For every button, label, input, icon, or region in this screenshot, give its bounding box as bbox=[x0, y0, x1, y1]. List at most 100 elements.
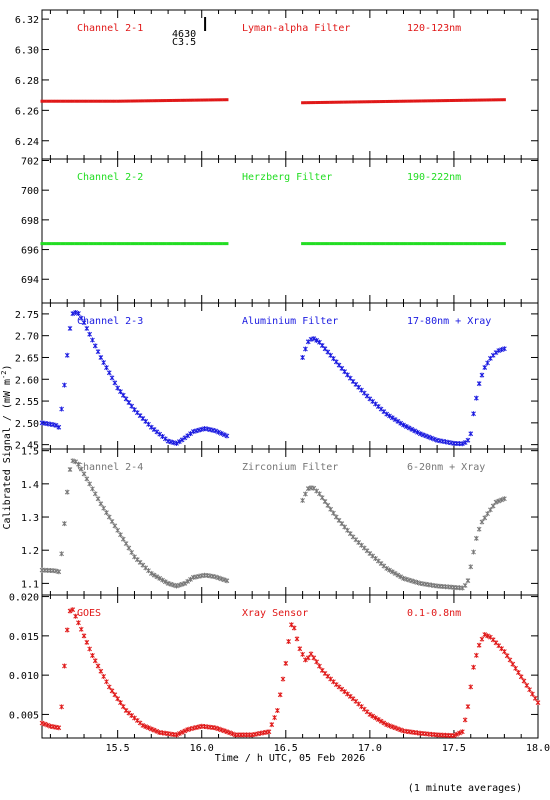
x-axis-title: Time / h UTC, 05 Feb 2026 bbox=[215, 753, 366, 764]
data-point bbox=[115, 385, 121, 391]
data-point bbox=[462, 717, 468, 723]
data-point bbox=[384, 411, 390, 417]
data-point bbox=[163, 242, 167, 246]
data-point bbox=[92, 491, 98, 497]
data-point bbox=[329, 242, 333, 246]
data-point bbox=[392, 417, 398, 423]
flare-marker: 4630 C3.5 bbox=[172, 17, 207, 48]
x-tick-label: 15.5 bbox=[106, 743, 130, 754]
data-point bbox=[149, 242, 153, 246]
data-point bbox=[92, 658, 98, 664]
data-point bbox=[93, 242, 97, 246]
data-point bbox=[483, 242, 487, 246]
data-point bbox=[216, 429, 221, 435]
data-point bbox=[169, 98, 173, 102]
data-point bbox=[146, 242, 150, 246]
data-point bbox=[451, 733, 457, 739]
data-point bbox=[216, 726, 221, 732]
data-point bbox=[110, 99, 114, 103]
data-point bbox=[477, 98, 481, 102]
data-point bbox=[315, 242, 319, 246]
data-point bbox=[463, 98, 467, 102]
data-point bbox=[300, 497, 305, 503]
data-point bbox=[130, 242, 134, 246]
data-point bbox=[438, 242, 442, 246]
data-point bbox=[151, 572, 157, 578]
data-point bbox=[266, 729, 272, 735]
panel-channel-label: GOES bbox=[77, 608, 101, 619]
data-point bbox=[482, 364, 488, 370]
data-point bbox=[84, 639, 90, 645]
data-point bbox=[416, 99, 420, 103]
data-point bbox=[403, 423, 409, 429]
data-point bbox=[95, 496, 101, 502]
data-point bbox=[93, 99, 97, 103]
data-point bbox=[200, 242, 204, 246]
data-point bbox=[200, 98, 204, 102]
data-point bbox=[62, 521, 67, 527]
data-point bbox=[130, 99, 134, 103]
data-point bbox=[166, 242, 170, 246]
data-point bbox=[401, 99, 405, 103]
y-tick-label: 0.005 bbox=[9, 710, 39, 721]
data-point bbox=[197, 242, 201, 246]
data-point bbox=[345, 100, 349, 104]
data-point bbox=[297, 646, 303, 652]
y-axis-title-end: ) bbox=[2, 365, 13, 371]
data-point bbox=[185, 578, 191, 584]
data-point bbox=[306, 242, 310, 246]
data-point bbox=[413, 242, 417, 246]
y-tick-label: 1.4 bbox=[21, 480, 39, 491]
y-tick-label: 0.020 bbox=[9, 593, 39, 604]
data-point bbox=[376, 242, 380, 246]
data-point bbox=[328, 506, 333, 512]
data-point bbox=[186, 242, 190, 246]
data-point bbox=[101, 360, 107, 366]
data-point bbox=[172, 98, 176, 102]
data-point bbox=[221, 577, 227, 583]
y-tick-label: 1.2 bbox=[21, 546, 39, 557]
data-point bbox=[497, 242, 501, 246]
data-point bbox=[152, 99, 156, 103]
data-point bbox=[179, 437, 185, 443]
data-point bbox=[104, 242, 108, 246]
y-tick-label: 2.65 bbox=[15, 353, 39, 364]
data-point bbox=[357, 100, 361, 104]
data-point bbox=[283, 660, 289, 666]
data-point bbox=[146, 725, 151, 731]
data-point bbox=[404, 242, 408, 246]
data-point bbox=[441, 99, 445, 103]
data-point bbox=[441, 242, 445, 246]
panel-filter-label: Aluminium Filter bbox=[242, 316, 338, 327]
data-point bbox=[329, 100, 333, 104]
data-point bbox=[183, 98, 187, 102]
data-point bbox=[224, 433, 230, 439]
data-point bbox=[127, 99, 131, 103]
data-point bbox=[106, 514, 112, 520]
data-point bbox=[359, 242, 363, 246]
data-point bbox=[354, 100, 358, 104]
data-point bbox=[476, 526, 482, 532]
data-point bbox=[527, 687, 532, 693]
data-point bbox=[303, 242, 307, 246]
data-point bbox=[99, 242, 103, 246]
data-point bbox=[393, 99, 397, 103]
data-point bbox=[308, 651, 314, 657]
data-point bbox=[322, 499, 328, 505]
data-point bbox=[70, 607, 76, 613]
data-point bbox=[469, 98, 473, 102]
data-point bbox=[120, 704, 126, 710]
data-point bbox=[491, 242, 495, 246]
data-point bbox=[518, 674, 524, 680]
data-point bbox=[320, 242, 324, 246]
data-point bbox=[225, 98, 229, 102]
data-point bbox=[127, 242, 131, 246]
x-tick-label: 16.5 bbox=[274, 743, 298, 754]
panel-1: 6.24 6.26 6.28 6.30 6.32 Channel 2-1 Lyman-alp… bbox=[15, 9, 539, 160]
data-point bbox=[74, 99, 78, 103]
data-point bbox=[340, 242, 344, 246]
data-point bbox=[140, 722, 146, 728]
data-point bbox=[218, 430, 224, 436]
data-point bbox=[40, 242, 44, 246]
data-point bbox=[191, 98, 195, 102]
